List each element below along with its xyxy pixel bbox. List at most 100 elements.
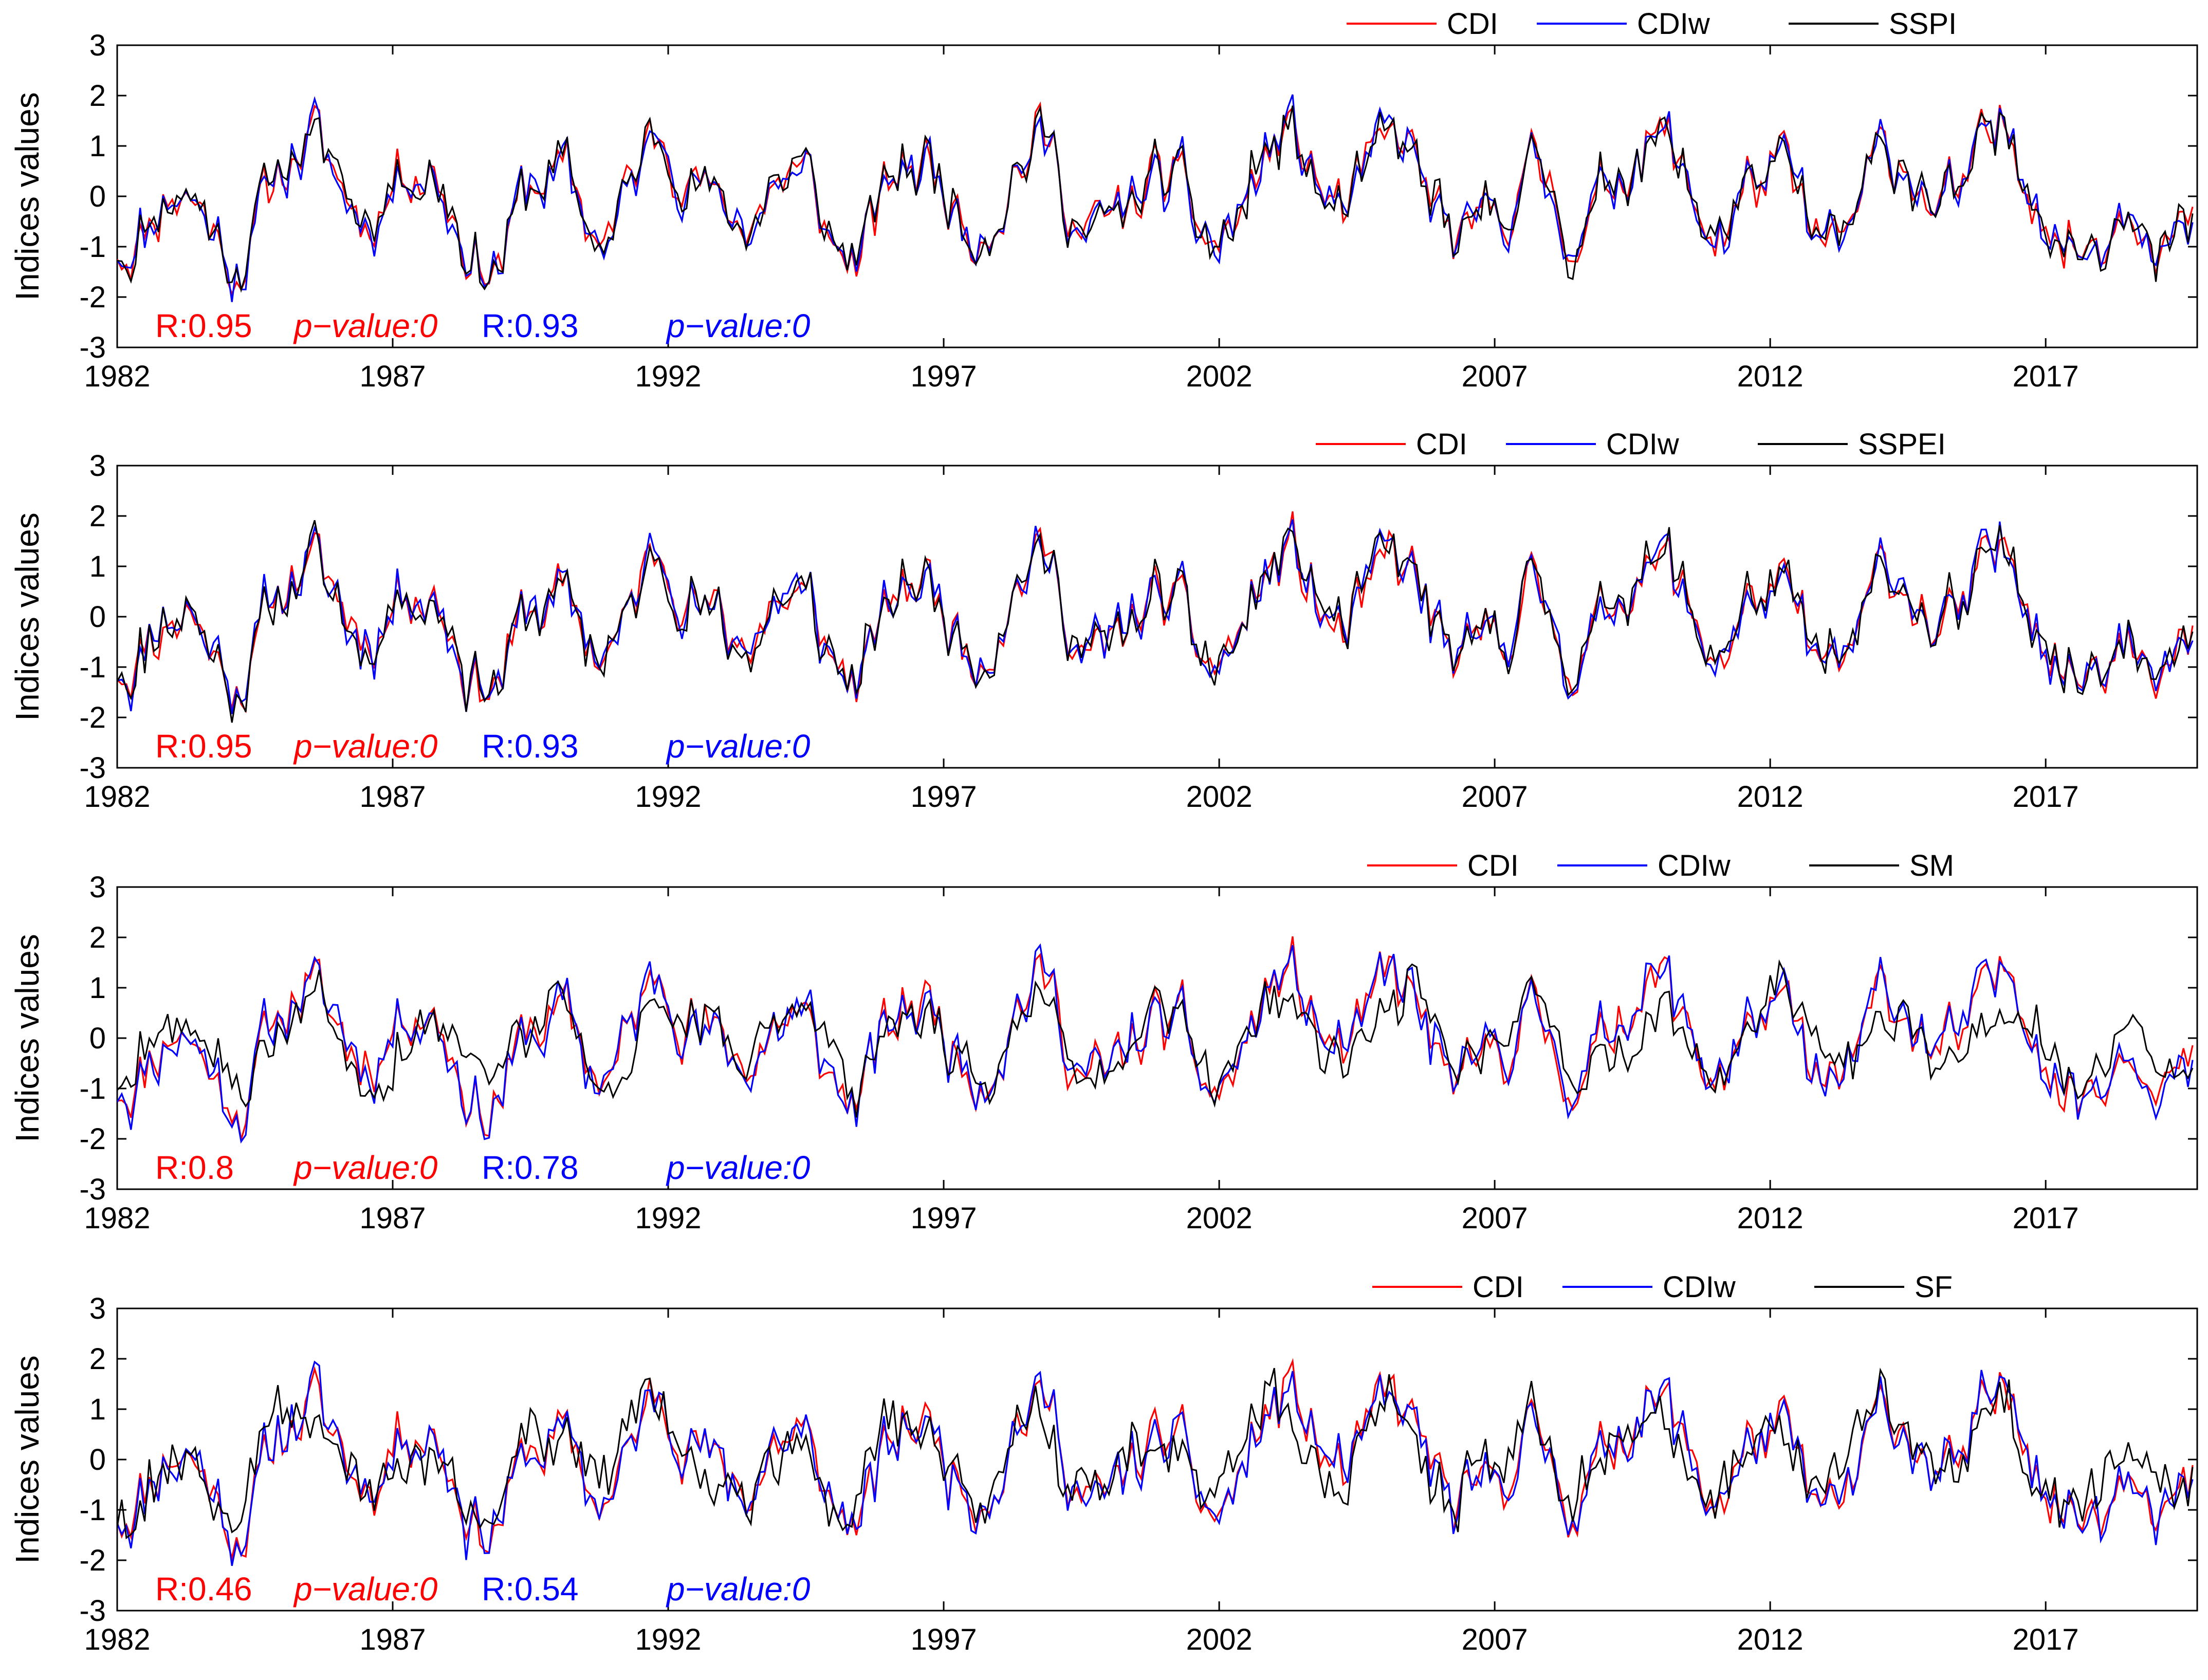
x-tick-label: 1992 xyxy=(635,780,702,814)
y-axis-label: Indices values xyxy=(9,934,46,1142)
y-tick-label: -3 xyxy=(79,1173,106,1206)
stat-p-2: p−value:0 xyxy=(666,1149,811,1186)
x-tick-label: 2017 xyxy=(2013,360,2079,393)
legend-label-sf: SF xyxy=(1915,1270,1953,1304)
series-line-sm xyxy=(117,959,2194,1118)
legend-label-sm: SM xyxy=(1909,849,1954,882)
x-tick-label: 1997 xyxy=(911,360,977,393)
legend-label-cdi: CDI xyxy=(1473,1270,1524,1304)
x-tick-label: 1982 xyxy=(84,780,150,814)
x-tick-label: 2002 xyxy=(1186,1202,1253,1235)
x-tick-label: 2002 xyxy=(1186,1623,1253,1656)
x-tick-label: 2017 xyxy=(2013,780,2079,814)
stat-p-1: p−value:0 xyxy=(293,1149,438,1186)
y-tick-label: 0 xyxy=(89,180,106,213)
legend-label-cdiw: CDIw xyxy=(1658,849,1731,882)
x-tick-label: 2002 xyxy=(1186,780,1253,814)
y-axis-label: Indices values xyxy=(9,92,46,301)
axes-box xyxy=(116,465,2198,769)
x-tick-label: 2012 xyxy=(1737,1623,1804,1656)
x-tick-label: 1992 xyxy=(635,360,702,393)
y-tick-label: 1 xyxy=(89,971,106,1005)
y-tick-label: 1 xyxy=(89,130,106,163)
x-tick-label: 1987 xyxy=(360,780,426,814)
stat-r-1: R:0.46 xyxy=(155,1571,252,1608)
x-tick-label: 1997 xyxy=(911,1623,977,1656)
stat-p-2: p−value:0 xyxy=(666,307,811,344)
y-tick-label: 0 xyxy=(89,1443,106,1476)
y-tick-label: 3 xyxy=(89,1292,106,1325)
x-tick-label: 1992 xyxy=(635,1623,702,1656)
y-tick-label: 0 xyxy=(89,1022,106,1055)
series-line-cdi xyxy=(117,101,2194,297)
y-tick-label: -1 xyxy=(79,1072,106,1105)
y-tick-label: -3 xyxy=(79,751,106,785)
x-tick-label: 2017 xyxy=(2013,1202,2079,1235)
series-line-sspei xyxy=(117,520,2194,723)
legend-label-sspei: SSPEI xyxy=(1858,428,1946,461)
axes-box xyxy=(116,1307,2198,1612)
y-tick-label: -2 xyxy=(79,1122,106,1156)
x-tick-label: 2012 xyxy=(1737,360,1804,393)
x-tick-label: 2007 xyxy=(1462,1623,1528,1656)
x-tick-label: 2007 xyxy=(1462,360,1528,393)
axes-box xyxy=(116,886,2198,1190)
stat-p-2: p−value:0 xyxy=(666,1571,811,1608)
x-tick-label: 1997 xyxy=(911,780,977,814)
stat-r-1: R:0.95 xyxy=(155,307,252,344)
stat-r-2: R:0.54 xyxy=(482,1571,579,1608)
x-tick-label: 2007 xyxy=(1462,780,1528,814)
stat-p-1: p−value:0 xyxy=(293,728,438,765)
y-tick-label: -2 xyxy=(79,281,106,314)
x-tick-label: 1982 xyxy=(84,1202,150,1235)
y-tick-label: -3 xyxy=(79,1594,106,1628)
y-tick-label: 2 xyxy=(89,921,106,954)
y-tick-label: -1 xyxy=(79,230,106,264)
y-tick-label: 2 xyxy=(89,1342,106,1376)
y-tick-label: 1 xyxy=(89,550,106,583)
y-tick-label: -1 xyxy=(79,1493,106,1527)
legend-label-cdi: CDI xyxy=(1447,7,1498,41)
y-tick-label: 3 xyxy=(89,29,106,62)
y-axis-label: Indices values xyxy=(9,1355,46,1564)
x-tick-label: 1987 xyxy=(360,360,426,393)
y-tick-label: 3 xyxy=(89,449,106,483)
x-tick-label: 2007 xyxy=(1462,1202,1528,1235)
x-tick-label: 2002 xyxy=(1186,360,1253,393)
x-tick-label: 1987 xyxy=(360,1202,426,1235)
axes-box xyxy=(116,44,2198,348)
x-tick-label: 1982 xyxy=(84,1623,150,1656)
y-tick-label: -2 xyxy=(79,701,106,734)
stat-r-2: R:0.93 xyxy=(482,728,579,765)
series-line-cdiw xyxy=(117,943,2194,1144)
y-axis-label: Indices values xyxy=(9,512,46,721)
legend-label-cdi: CDI xyxy=(1467,849,1519,882)
legend-label-sspi: SSPI xyxy=(1889,7,1957,41)
series-line-cdiw xyxy=(117,1360,2194,1566)
y-tick-label: 1 xyxy=(89,1393,106,1426)
y-tick-label: -1 xyxy=(79,651,106,684)
stat-r-1: R:0.95 xyxy=(155,728,252,765)
series-line-cdiw xyxy=(117,94,2194,302)
series-line-sspi xyxy=(117,105,2194,293)
x-tick-label: 2012 xyxy=(1737,780,1804,814)
x-tick-label: 1982 xyxy=(84,360,150,393)
legend-label-cdiw: CDIw xyxy=(1637,7,1710,41)
stat-p-1: p−value:0 xyxy=(293,1571,438,1608)
stat-r-2: R:0.93 xyxy=(482,307,579,344)
y-tick-label: 2 xyxy=(89,500,106,533)
x-tick-label: 1997 xyxy=(911,1202,977,1235)
x-tick-label: 2012 xyxy=(1737,1202,1804,1235)
legend-label-cdiw: CDIw xyxy=(1606,428,1680,461)
y-tick-label: 2 xyxy=(89,79,106,113)
stat-p-1: p−value:0 xyxy=(293,307,438,344)
y-tick-label: 0 xyxy=(89,600,106,634)
series-line-sf xyxy=(117,1368,2194,1540)
x-tick-label: 1992 xyxy=(635,1202,702,1235)
y-tick-label: 3 xyxy=(89,871,106,904)
